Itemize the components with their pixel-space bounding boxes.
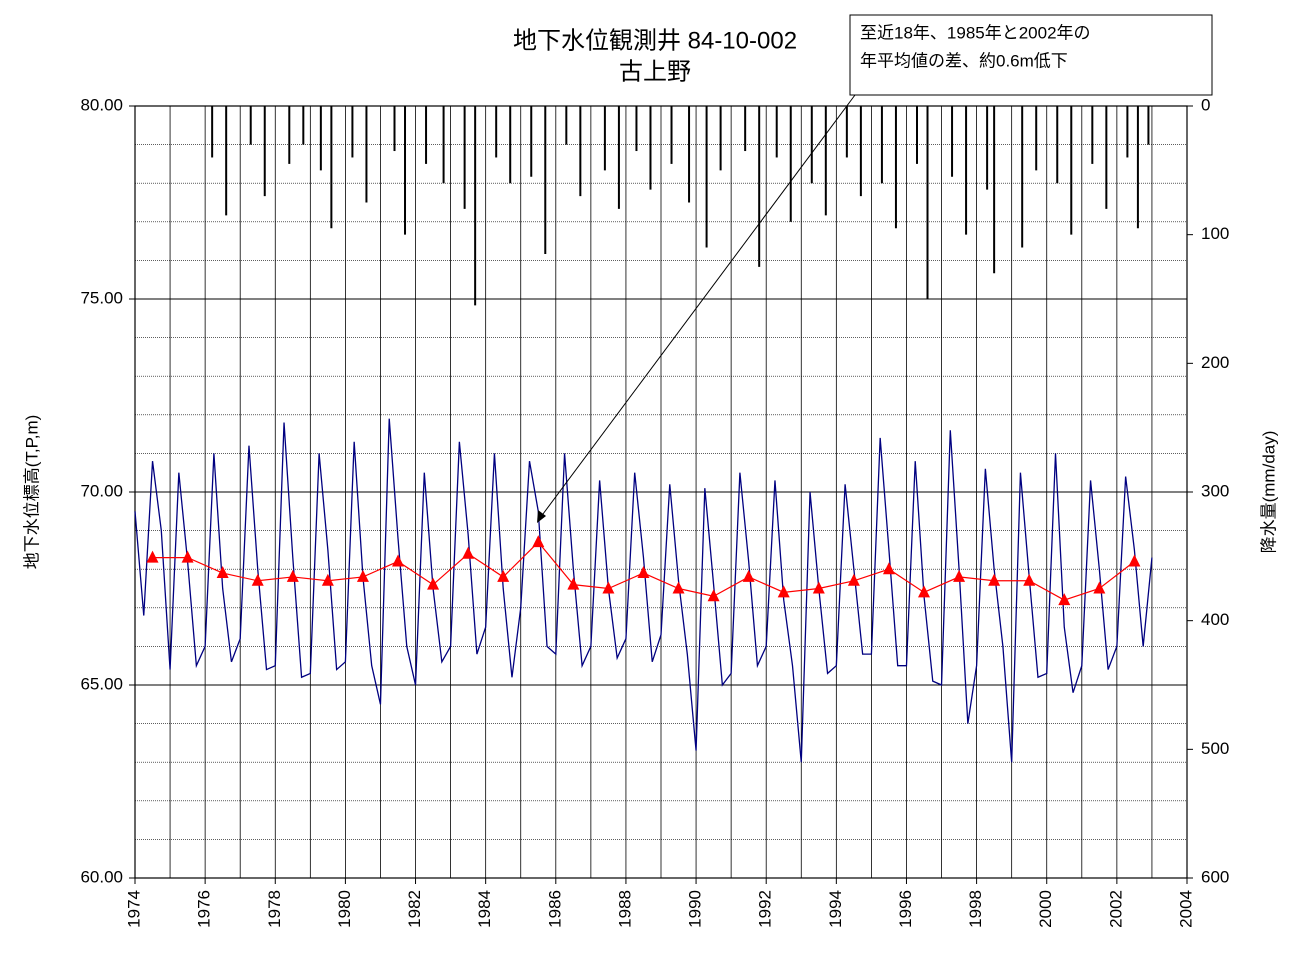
marker — [356, 569, 369, 582]
marker — [812, 581, 825, 594]
x-tick-label: 1990 — [686, 890, 705, 928]
marker — [462, 546, 475, 559]
plot-frame — [134, 105, 1188, 879]
y-tick-label: 70.00 — [80, 481, 123, 500]
x-tick-label: 2002 — [1106, 890, 1125, 928]
marker — [392, 554, 404, 567]
marker — [251, 573, 264, 586]
x-tick-label: 1996 — [896, 890, 915, 928]
marker — [427, 577, 440, 590]
marker — [707, 589, 720, 602]
marker — [1093, 581, 1106, 594]
x-tick-label: 1974 — [124, 890, 143, 928]
y-tick-label: 80.00 — [80, 95, 123, 114]
y-axis-label: 地下水位標高(T,P,m) — [22, 415, 41, 570]
y-tick-label: 75.00 — [80, 288, 123, 307]
annotation-box — [849, 14, 1213, 96]
y2-tick-label: 300 — [1201, 481, 1229, 500]
marker — [321, 573, 334, 586]
y2-tick-label: 0 — [1201, 95, 1210, 114]
marker — [532, 535, 545, 548]
marker — [777, 585, 790, 598]
chart-subtitle: 古上野 — [619, 58, 691, 85]
x-tick-label: 1986 — [545, 890, 564, 928]
y2-axis-label: 降水量(mm/day) — [1259, 431, 1278, 554]
marker — [602, 581, 615, 594]
marker — [918, 585, 930, 598]
grid — [134, 105, 1188, 879]
y2-tick-label: 500 — [1201, 739, 1229, 758]
marker — [1023, 573, 1036, 586]
y2-tick-label: 400 — [1201, 610, 1229, 629]
x-tick-label: 2000 — [1036, 890, 1055, 928]
x-tick-label: 1976 — [195, 890, 214, 928]
x-tick-label: 1994 — [826, 890, 845, 928]
x-tick-label: 1982 — [405, 890, 424, 928]
marker — [742, 569, 755, 582]
marker — [847, 573, 860, 586]
marker — [988, 573, 1001, 586]
x-tick-label: 2004 — [1176, 890, 1195, 928]
annotation-arrow — [539, 94, 856, 519]
marker — [181, 550, 194, 563]
arrow-head — [537, 510, 546, 523]
y2-tick-label: 200 — [1201, 353, 1229, 372]
x-tick-label: 1984 — [475, 890, 494, 928]
marker — [953, 569, 966, 582]
x-tick-label: 1998 — [966, 890, 985, 928]
y-tick-label: 65.00 — [80, 674, 123, 693]
marker — [1058, 593, 1071, 606]
marker — [567, 577, 580, 590]
series-line — [134, 418, 1153, 763]
marker — [146, 550, 159, 563]
annotation: 年平均値の差、約0.6m低下 — [860, 51, 1068, 70]
y2-tick-label: 600 — [1201, 867, 1229, 886]
x-tick-label: 1992 — [756, 890, 775, 928]
chart-title: 地下水位観測井 84-10-002 — [513, 27, 797, 54]
x-tick-label: 1980 — [335, 890, 354, 928]
marker — [216, 566, 229, 579]
marker — [286, 569, 299, 582]
y-tick-label: 60.00 — [80, 867, 123, 886]
x-tick-label: 1978 — [265, 890, 284, 928]
annotation: 至近18年、1985年と2002年の — [860, 23, 1091, 42]
marker — [637, 566, 650, 579]
marker — [497, 569, 510, 582]
y2-tick-label: 100 — [1201, 224, 1229, 243]
marker — [882, 562, 895, 575]
marker — [672, 581, 685, 594]
x-tick-label: 1988 — [615, 890, 634, 928]
marker — [1128, 554, 1141, 567]
